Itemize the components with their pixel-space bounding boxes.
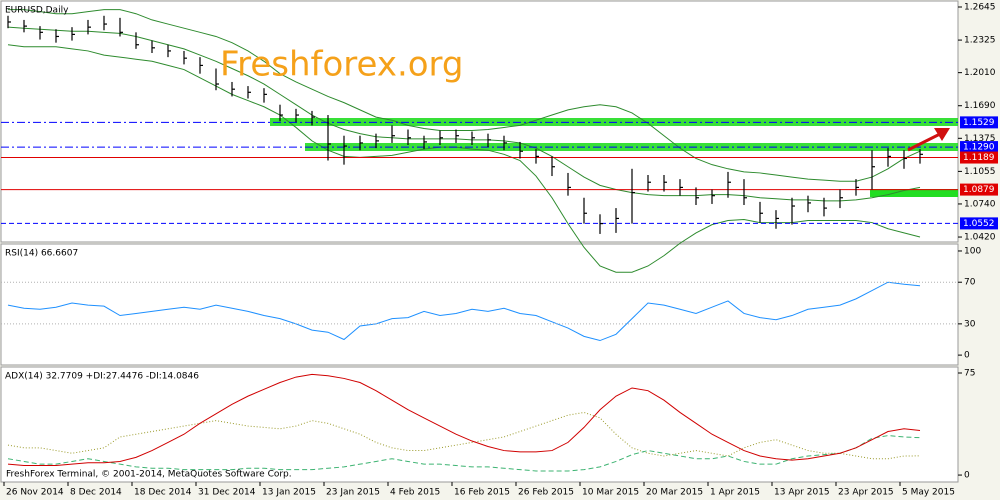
arrow: [907, 128, 950, 152]
y-tick-label: 0: [964, 351, 970, 361]
panel-title: RSI(14) 66.6607: [5, 249, 78, 259]
series-line: [7, 281, 921, 342]
arrow-head: [934, 128, 950, 141]
y-tick-label: 1.2325: [964, 36, 996, 46]
x-tick-label: 23 Apr 2015: [838, 488, 894, 498]
x-tick-label: 23 Jan 2015: [326, 488, 380, 498]
watermark: Freshforex.org: [220, 45, 464, 85]
x-tick-label: 13 Jan 2015: [262, 488, 316, 498]
level-label: 1.1529: [963, 118, 995, 128]
x-tick-label: 1 Apr 2015: [710, 488, 760, 498]
x-tick-label: 5 May 2015: [902, 488, 955, 498]
x-tick-label: 18 Dec 2014: [134, 488, 192, 498]
y-tick-label: 1.0420: [964, 233, 996, 243]
x-tick-label: 10 Mar 2015: [582, 488, 639, 498]
rsi-panel: [0, 243, 959, 366]
arrow-shaft: [907, 131, 943, 152]
x-tick-label: 26 Nov 2014: [6, 488, 64, 498]
panel-title: ADX(14) 32.7709 +DI:27.4476 -DI:14.0846: [5, 372, 199, 382]
y-tick-label: 1.1690: [964, 101, 996, 111]
adx-panel: [0, 366, 959, 483]
y-tick-label: 30: [964, 319, 976, 329]
level-label-bg: [960, 151, 998, 164]
series-line: [7, 411, 921, 460]
zone: [870, 189, 958, 197]
level-label-bg: [960, 116, 998, 129]
x-tick-label: 8 Dec 2014: [70, 488, 122, 498]
level-label-bg: [960, 183, 998, 196]
level-label: 1.0552: [963, 219, 995, 229]
x-tick-label: 16 Feb 2015: [454, 488, 510, 498]
y-tick-label: 1.0740: [964, 199, 996, 209]
y-tick-label: 1.1375: [964, 134, 996, 144]
x-tick-label: 13 Apr 2015: [774, 488, 830, 498]
series-line: [7, 373, 921, 467]
level-label: 1.0879: [963, 185, 995, 195]
x-tick-label: 4 Feb 2015: [390, 488, 440, 498]
series-line: [7, 44, 921, 273]
x-tick-label: 26 Feb 2015: [518, 488, 574, 498]
x-tick-label: 31 Dec 2014: [198, 488, 256, 498]
y-tick-label: 0: [964, 471, 970, 481]
series-line: [7, 26, 921, 202]
panel-title: EURUSD,Daily: [5, 6, 69, 16]
y-tick-label: 1.1055: [964, 167, 996, 177]
level-label-bg: [960, 217, 998, 230]
series-line: [7, 435, 921, 472]
y-tick-label: 1.2645: [964, 2, 996, 12]
level-label: 1.1290: [963, 143, 995, 153]
level-label-bg: [960, 141, 998, 154]
level-label: 1.1189: [963, 153, 995, 163]
y-tick-label: 75: [964, 368, 975, 378]
copyright: FreshForex Terminal, © 2001-2014, MetaQu…: [6, 470, 292, 480]
y-tick-label: 70: [964, 278, 976, 288]
series-line: [8, 9, 921, 182]
y-tick-label: 100: [964, 246, 981, 256]
x-tick-label: 20 Mar 2015: [646, 488, 703, 498]
y-tick-label: 1.2010: [964, 68, 996, 78]
